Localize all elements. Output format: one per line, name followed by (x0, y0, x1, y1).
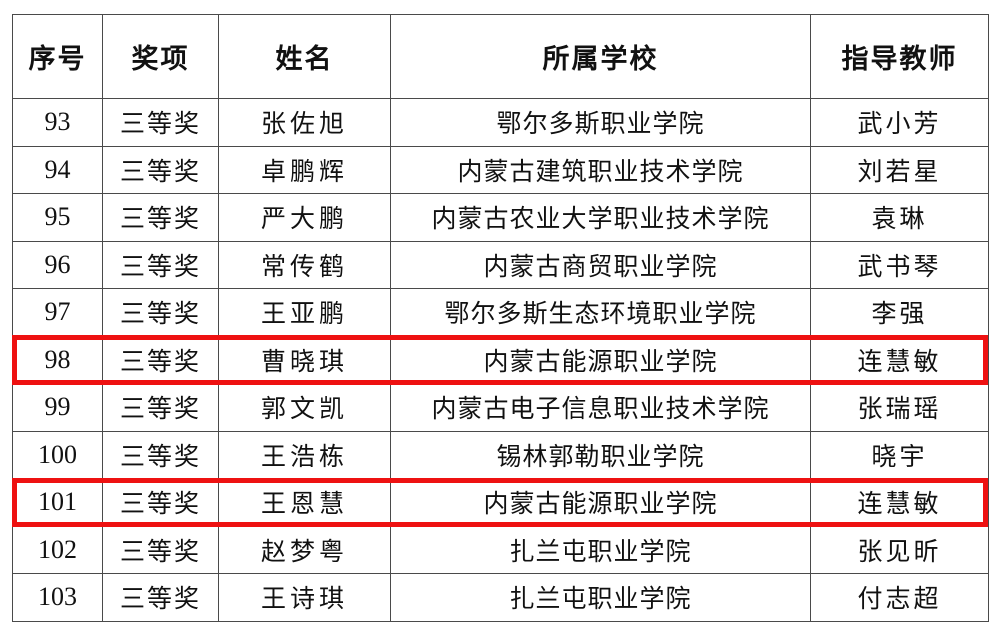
cell-award: 三等奖 (102, 573, 219, 622)
cell-name: 王浩栋 (218, 430, 391, 479)
cell-seq: 96 (12, 240, 103, 289)
table-row: 99 三等奖 郭文凯 内蒙古电子信息职业技术学院 张瑞瑶 (12, 383, 989, 432)
table-row: 96 三等奖 常传鹤 内蒙古商贸职业学院 武书琴 (12, 240, 989, 289)
cell-award: 三等奖 (102, 145, 219, 194)
cell-name: 卓鹏辉 (218, 145, 391, 194)
table-body: 93 三等奖 张佐旭 鄂尔多斯职业学院 武小芳 94 三等奖 卓鹏辉 内蒙古建筑职业技术学院 刘若… (12, 98, 989, 622)
cell-award: 三等奖 (102, 98, 219, 147)
cell-seq: 95 (12, 193, 103, 242)
table-row: 95 三等奖 严大鹏 内蒙古农业大学职业技术学院 袁琳 (12, 193, 989, 242)
cell-mentor: 连慧敏 (810, 335, 989, 384)
cell-name: 王诗琪 (218, 573, 391, 622)
cell-name: 常传鹤 (218, 240, 391, 289)
cell-name: 严大鹏 (218, 193, 391, 242)
table-header-row: 序号 奖项 姓名 所属学校 指导教师 (12, 14, 989, 99)
table-row: 100 三等奖 王浩栋 锡林郭勒职业学院 晓宇 (12, 430, 989, 479)
cell-seq: 98 (12, 335, 103, 384)
cell-name: 王亚鹏 (218, 288, 391, 337)
table-row: 102 三等奖 赵梦粤 扎兰屯职业学院 张见昕 (12, 525, 989, 574)
cell-mentor: 张见昕 (810, 525, 989, 574)
column-header-name: 姓名 (218, 14, 391, 99)
cell-seq: 94 (12, 145, 103, 194)
cell-seq: 102 (12, 525, 103, 574)
cell-mentor: 连慧敏 (810, 478, 989, 527)
cell-school: 扎兰屯职业学院 (390, 525, 811, 574)
award-list-table-container: 序号 奖项 姓名 所属学校 指导教师 93 三等奖 张佐旭 鄂尔多斯职业学院 武小芳 94… (12, 14, 989, 622)
cell-mentor: 张瑞瑶 (810, 383, 989, 432)
column-header-award: 奖项 (102, 14, 219, 99)
cell-name: 赵梦粤 (218, 525, 391, 574)
cell-school: 内蒙古农业大学职业技术学院 (390, 193, 811, 242)
table-row: 93 三等奖 张佐旭 鄂尔多斯职业学院 武小芳 (12, 98, 989, 147)
cell-name: 曹晓琪 (218, 335, 391, 384)
cell-seq: 99 (12, 383, 103, 432)
table-header: 序号 奖项 姓名 所属学校 指导教师 (12, 14, 989, 99)
cell-seq: 100 (12, 430, 103, 479)
cell-award: 三等奖 (102, 335, 219, 384)
cell-seq: 97 (12, 288, 103, 337)
cell-mentor: 武小芳 (810, 98, 989, 147)
cell-mentor: 李强 (810, 288, 989, 337)
cell-name: 王恩慧 (218, 478, 391, 527)
cell-award: 三等奖 (102, 478, 219, 527)
cell-award: 三等奖 (102, 525, 219, 574)
table-row: 94 三等奖 卓鹏辉 内蒙古建筑职业技术学院 刘若星 (12, 145, 989, 194)
cell-school: 内蒙古商贸职业学院 (390, 240, 811, 289)
cell-award: 三等奖 (102, 240, 219, 289)
cell-seq: 93 (12, 98, 103, 147)
table-row: 103 三等奖 王诗琪 扎兰屯职业学院 付志超 (12, 573, 989, 622)
cell-school: 扎兰屯职业学院 (390, 573, 811, 622)
cell-award: 三等奖 (102, 193, 219, 242)
cell-school: 内蒙古建筑职业技术学院 (390, 145, 811, 194)
cell-school: 内蒙古能源职业学院 (390, 478, 811, 527)
cell-seq: 103 (12, 573, 103, 622)
table-row: 97 三等奖 王亚鹏 鄂尔多斯生态环境职业学院 李强 (12, 288, 989, 337)
table-row: 98 三等奖 曹晓琪 内蒙古能源职业学院 连慧敏 (12, 335, 989, 384)
award-list-table: 序号 奖项 姓名 所属学校 指导教师 93 三等奖 张佐旭 鄂尔多斯职业学院 武小芳 94… (12, 14, 989, 622)
cell-award: 三等奖 (102, 430, 219, 479)
cell-mentor: 刘若星 (810, 145, 989, 194)
cell-award: 三等奖 (102, 383, 219, 432)
cell-mentor: 武书琴 (810, 240, 989, 289)
cell-name: 张佐旭 (218, 98, 391, 147)
cell-school: 鄂尔多斯职业学院 (390, 98, 811, 147)
column-header-school: 所属学校 (390, 14, 811, 99)
table-row: 101 三等奖 王恩慧 内蒙古能源职业学院 连慧敏 (12, 478, 989, 527)
cell-school: 锡林郭勒职业学院 (390, 430, 811, 479)
column-header-seq: 序号 (12, 14, 103, 99)
cell-school: 鄂尔多斯生态环境职业学院 (390, 288, 811, 337)
cell-name: 郭文凯 (218, 383, 391, 432)
cell-school: 内蒙古电子信息职业技术学院 (390, 383, 811, 432)
column-header-mentor: 指导教师 (810, 14, 989, 99)
cell-mentor: 袁琳 (810, 193, 989, 242)
cell-mentor: 付志超 (810, 573, 989, 622)
cell-mentor: 晓宇 (810, 430, 989, 479)
cell-school: 内蒙古能源职业学院 (390, 335, 811, 384)
cell-award: 三等奖 (102, 288, 219, 337)
cell-seq: 101 (12, 478, 103, 527)
